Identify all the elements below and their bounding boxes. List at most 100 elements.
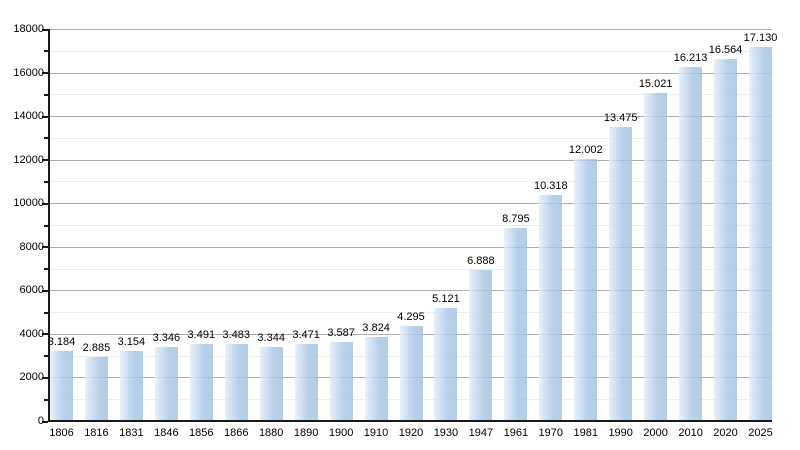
bar-value-label: 17.130 — [743, 31, 778, 44]
y-axis-tick — [42, 202, 48, 205]
bar-1816 — [84, 357, 108, 420]
gridline-minor — [50, 181, 772, 183]
x-axis-label: 1981 — [573, 427, 598, 439]
y-axis-minor-tick — [44, 180, 48, 183]
gridline-major — [50, 159, 772, 161]
y-axis-minor-tick — [44, 398, 48, 401]
x-axis-line — [48, 420, 772, 422]
x-axis-label: 2025 — [748, 427, 773, 439]
x-axis-label: 1806 — [49, 427, 74, 439]
gridline-minor — [50, 268, 772, 270]
y-axis-minor-tick — [44, 311, 48, 314]
bar-2000 — [644, 92, 668, 420]
gridline-major — [50, 290, 772, 292]
y-axis-minor-tick — [44, 50, 48, 53]
y-axis-label: 14000 — [13, 110, 44, 123]
x-axis-label: 1816 — [84, 427, 109, 439]
bar-2025 — [749, 46, 772, 420]
bar-value-label: 3.587 — [327, 326, 355, 339]
bar-1890 — [294, 344, 318, 420]
bar-value-label: 6.888 — [467, 254, 495, 267]
gridline-major — [50, 203, 772, 205]
bar-value-label: 12.002 — [568, 143, 603, 156]
gridline-minor — [50, 94, 772, 96]
x-axis-label: 1900 — [328, 427, 354, 439]
bar-value-label: 3.824 — [362, 321, 390, 334]
bar-1846 — [154, 347, 178, 420]
y-axis-minor-tick — [44, 93, 48, 96]
x-axis-label: 1890 — [293, 427, 319, 439]
y-axis-minor-tick — [44, 355, 48, 358]
bar-1970 — [539, 195, 563, 420]
x-axis-label: 2010 — [678, 427, 703, 439]
bar-2010 — [679, 66, 703, 420]
x-axis-label: 1831 — [119, 427, 144, 439]
bar-2020 — [714, 59, 738, 420]
bar-1947 — [469, 270, 493, 420]
y-axis-label: 16000 — [13, 66, 44, 79]
y-axis-tick — [42, 28, 48, 31]
gridline-major — [50, 72, 772, 74]
y-axis-minor-tick — [44, 268, 48, 271]
bar-1856 — [189, 343, 213, 420]
y-axis-label: 2000 — [19, 371, 44, 384]
gridline-minor — [50, 50, 772, 52]
y-axis-label: 0 — [37, 415, 44, 427]
x-axis-label: 1910 — [363, 427, 389, 439]
bar-value-label: 5.121 — [432, 293, 460, 306]
bar-value-label: 3.491 — [187, 328, 216, 341]
y-axis-label: 12000 — [13, 153, 44, 166]
x-axis-label: 1930 — [433, 427, 459, 439]
x-axis-label: 1846 — [154, 427, 179, 439]
x-axis-label: 1947 — [468, 427, 494, 439]
y-axis-label: 6000 — [19, 284, 44, 297]
gridline-major — [50, 246, 772, 248]
y-axis-tick — [42, 376, 48, 379]
bar-value-label: 3.346 — [152, 332, 181, 345]
x-axis-label: 1856 — [189, 427, 214, 439]
x-axis-label: 2020 — [713, 427, 738, 439]
bar-1961 — [504, 228, 528, 420]
x-axis-label: 1880 — [258, 427, 284, 439]
x-axis-label: 1990 — [608, 427, 633, 439]
x-axis-label: 1961 — [503, 427, 529, 439]
y-axis-tick — [42, 159, 48, 162]
bar-1930 — [434, 308, 458, 420]
plot-area: 0 2000 4000 6000 8000 10000 12000 14000 16000 180… — [13, 23, 777, 439]
bar-1866 — [224, 344, 248, 420]
x-axis-label: 1920 — [398, 427, 424, 439]
bar-1990 — [609, 126, 633, 420]
bar-1910 — [364, 336, 388, 420]
y-axis-line — [48, 29, 50, 422]
x-axis-label: 2000 — [643, 427, 668, 439]
bar-value-label: 3.344 — [257, 332, 285, 345]
bar-1900 — [329, 341, 353, 420]
bar-value-label: 3.154 — [117, 336, 146, 349]
bar-value-label: 3.471 — [292, 329, 320, 342]
bar-1920 — [399, 326, 423, 420]
bar-value-label: 16.213 — [673, 51, 708, 64]
x-axis-label: 1866 — [224, 427, 249, 439]
bar-1880 — [259, 347, 283, 420]
y-axis-minor-tick — [44, 137, 48, 140]
gridline-minor — [50, 137, 772, 139]
y-axis-label: 8000 — [19, 240, 44, 253]
y-axis-label: 10000 — [13, 197, 44, 210]
bar-value-label: 2.885 — [82, 342, 111, 355]
y-axis-label: 18000 — [13, 23, 44, 35]
bar-1981 — [574, 158, 598, 420]
bar-1831 — [119, 351, 143, 420]
gridline-minor — [50, 225, 772, 226]
y-axis-tick — [42, 72, 48, 75]
x-axis-label: 1970 — [538, 427, 564, 439]
y-axis-tick — [42, 420, 48, 423]
y-axis-minor-tick — [44, 224, 48, 227]
y-axis-tick — [42, 246, 48, 249]
y-axis-tick — [42, 333, 48, 336]
gridline-major — [50, 116, 772, 118]
bar-value-label: 4.295 — [397, 311, 425, 324]
gridline-minor — [50, 312, 772, 314]
y-axis-tick — [42, 289, 48, 292]
bar-value-label: 10.318 — [533, 180, 568, 193]
